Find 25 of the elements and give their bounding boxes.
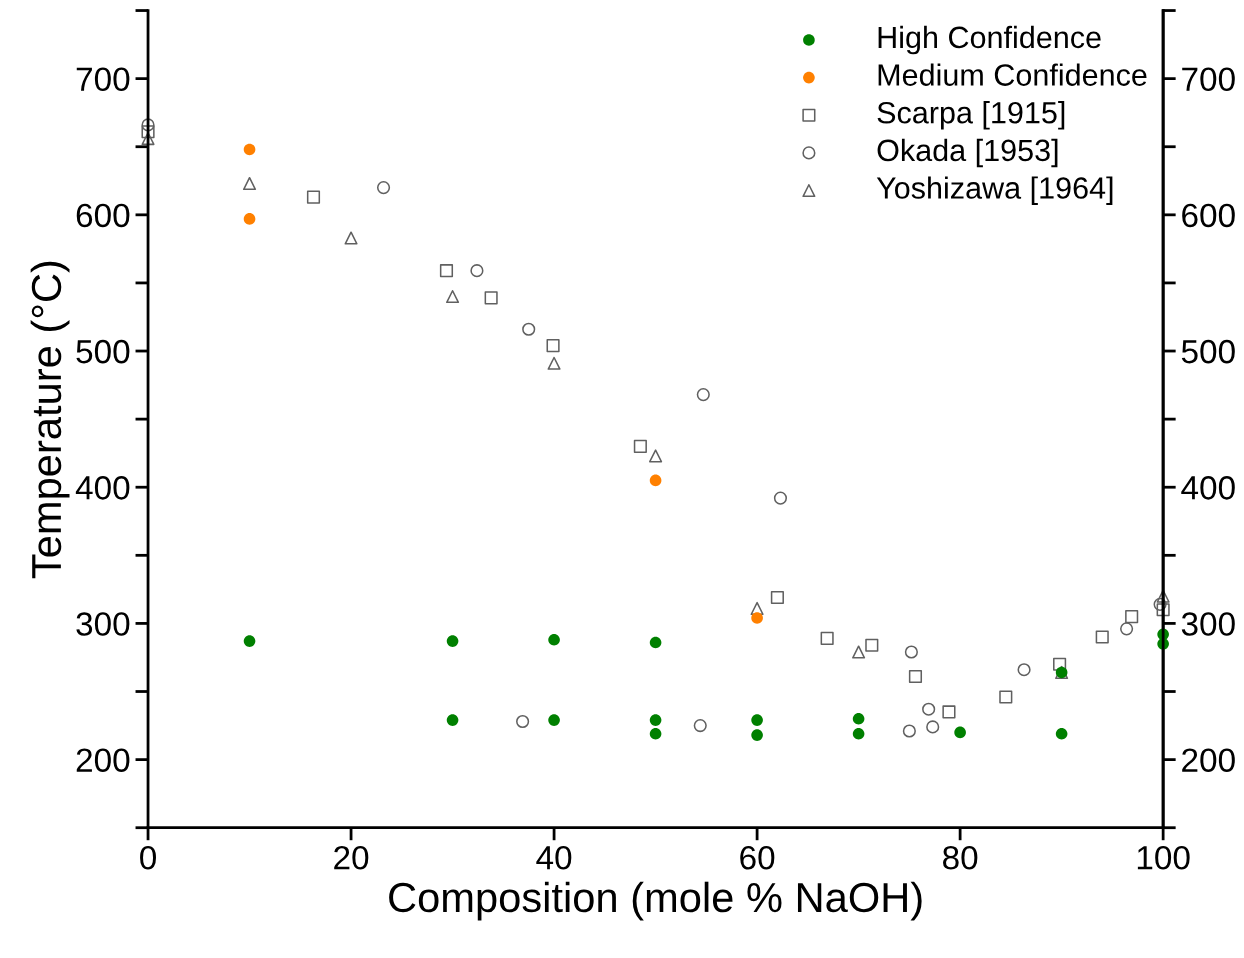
y-tick-label: 600 [76, 203, 130, 228]
x-tick-label: 80 [943, 845, 978, 870]
y-tick-label: 400 [75, 476, 130, 500]
y2-tick-label: 700 [1182, 67, 1235, 92]
legend-label: Scarpa [1915] [877, 101, 1065, 130]
x-axis-title: Composition (mole % NaOH) [389, 881, 922, 921]
y-tick-label: 500 [76, 339, 130, 364]
y2-tick-label: 400 [1181, 476, 1235, 500]
x-tick-label: 100 [1137, 845, 1190, 870]
y-tick-label: 300 [76, 612, 130, 636]
legend-label: Yoshizawa [1964] [876, 176, 1113, 205]
x-tick-label: 60 [740, 845, 775, 870]
y2-tick-label: 200 [1182, 748, 1235, 773]
y2-tick-label: 600 [1182, 203, 1235, 228]
legend-label: Okada [1953] [877, 138, 1058, 168]
x-tick-label: 40 [536, 845, 572, 870]
x-tick-label: 0 [140, 845, 156, 870]
legend-label: Medium Confidence [878, 63, 1147, 86]
y-tick-label: 200 [76, 748, 130, 773]
y-tick-label: 700 [76, 67, 130, 92]
y-axis-title: Temperature (°C) [30, 261, 70, 579]
y2-tick-label: 300 [1181, 612, 1235, 636]
legend-label: High Confidence [878, 25, 1101, 55]
x-tick-label: 20 [334, 845, 369, 870]
y2-tick-label: 500 [1181, 339, 1235, 364]
